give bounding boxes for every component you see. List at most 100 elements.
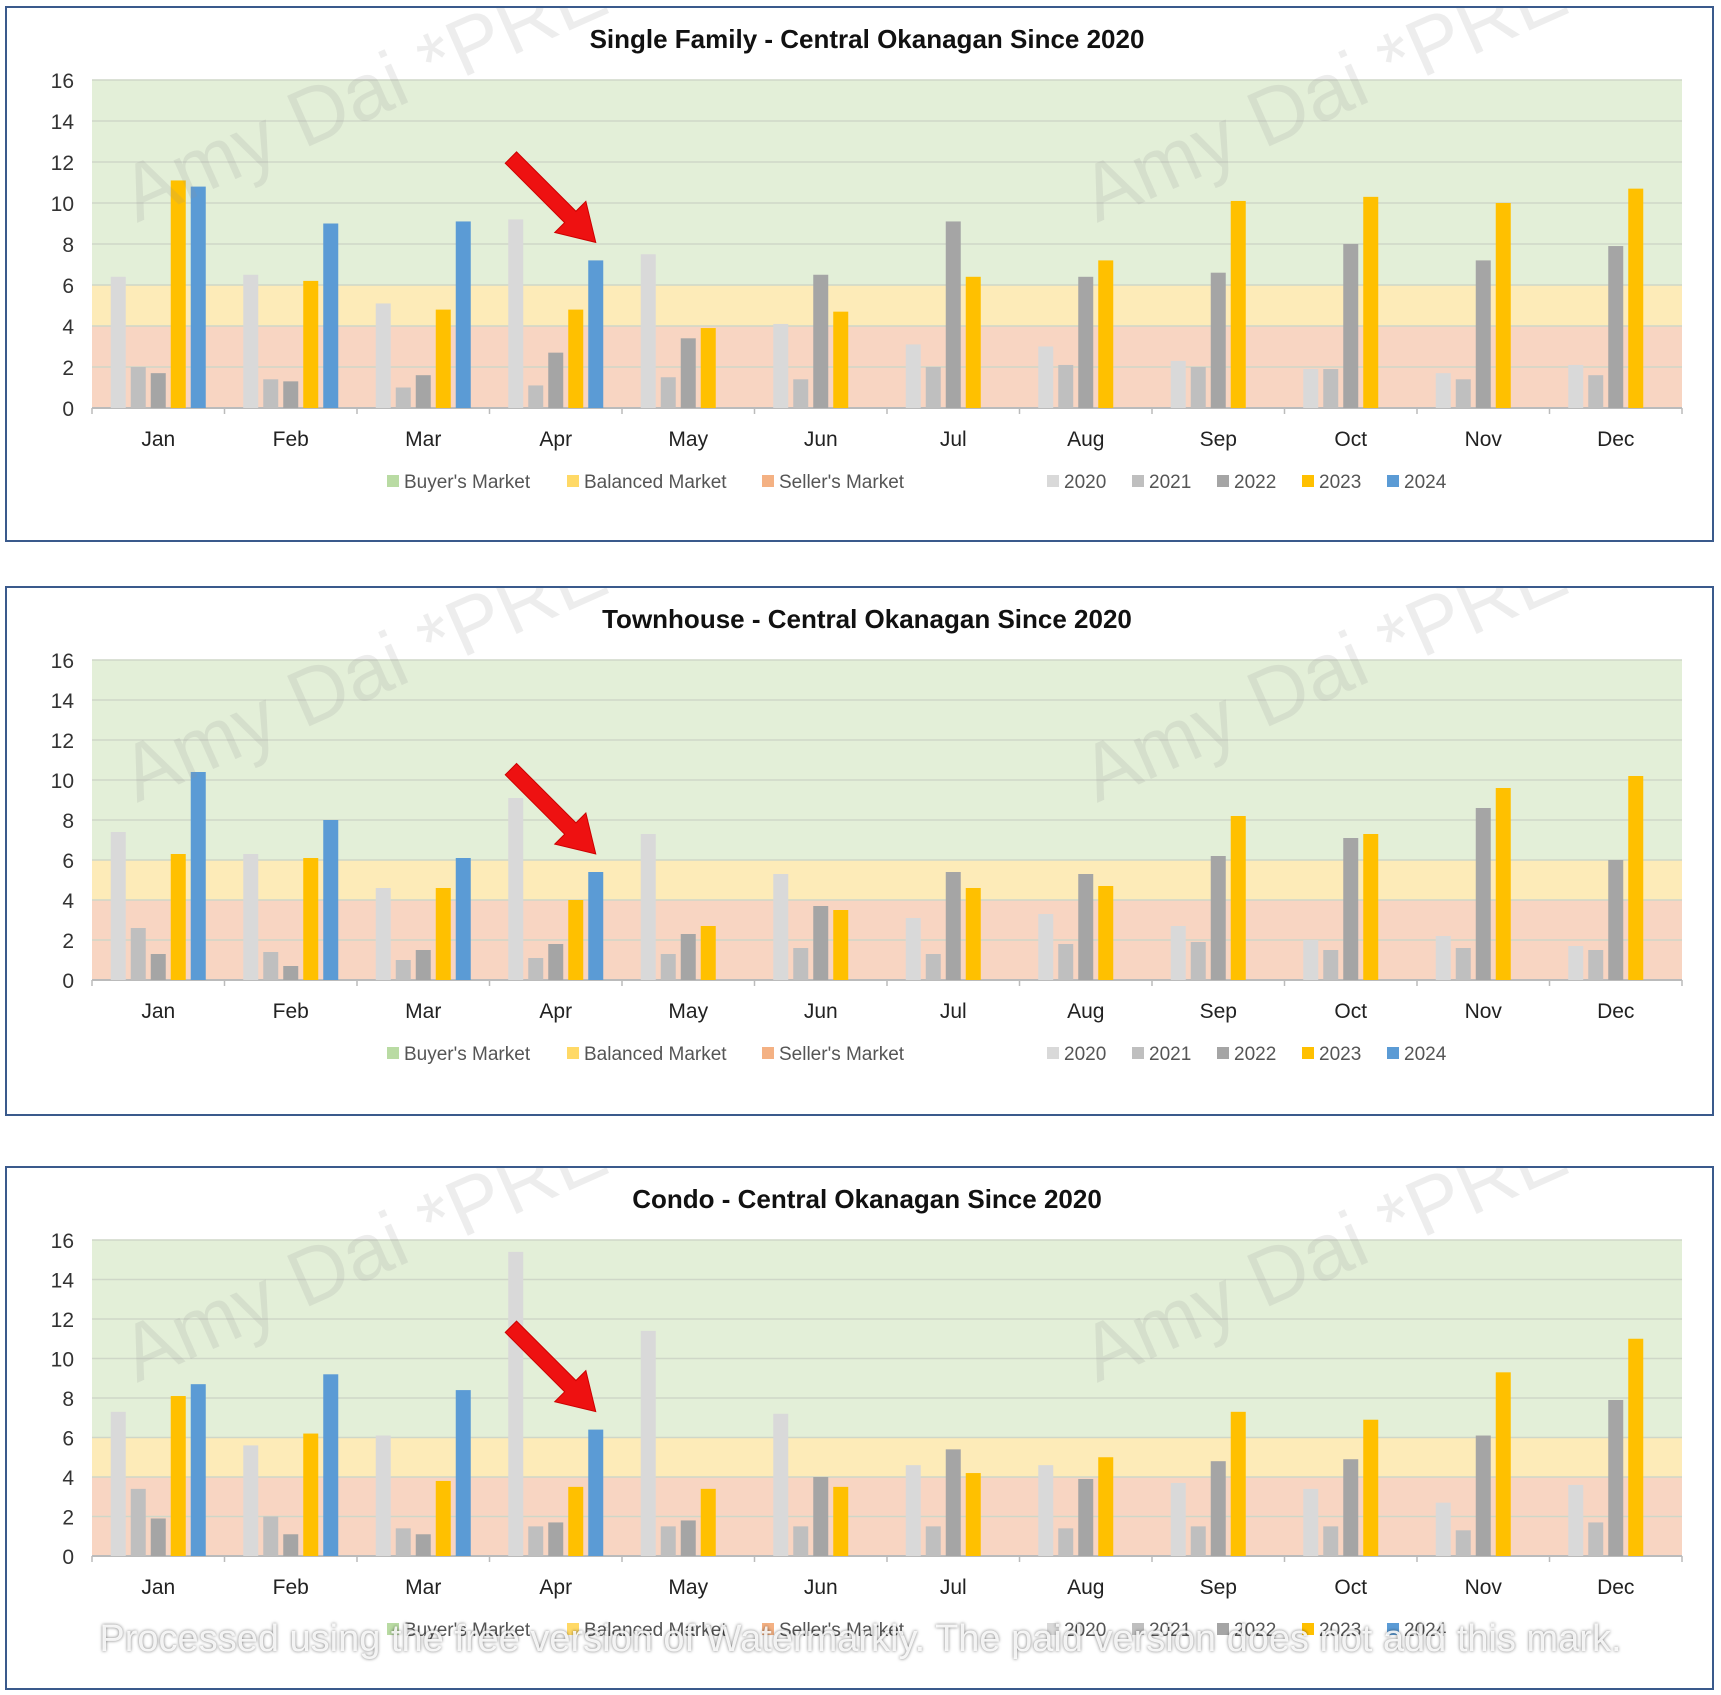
y-tick-label: 6	[62, 1428, 74, 1451]
bar-2020-jan	[110, 1411, 126, 1556]
legend-label: Seller's Market	[779, 1044, 905, 1065]
x-tick-label: Oct	[1334, 1000, 1367, 1023]
band-buyer-s-market	[92, 660, 1682, 860]
bar-2024-mar	[455, 221, 471, 408]
bar-2023-may	[700, 1488, 716, 1556]
bar-2021-jan	[130, 1488, 146, 1556]
y-tick-label: 8	[62, 810, 74, 833]
y-tick-label: 16	[51, 70, 74, 93]
bar-2022-may	[680, 338, 696, 408]
legend-item-2024: 2024	[1387, 472, 1447, 493]
bar-2022-nov	[1475, 260, 1491, 408]
legend-item-balanced-market: Balanced Market	[567, 472, 727, 493]
bar-2023-oct	[1363, 834, 1379, 980]
bar-2020-dec	[1568, 946, 1584, 980]
x-tick-label: Mar	[405, 1000, 441, 1023]
chart-title: Condo - Central Okanagan Since 2020	[632, 1184, 1102, 1214]
x-tick-label: Jul	[940, 1000, 967, 1023]
bar-2020-jun	[773, 1413, 789, 1556]
bar-2020-aug	[1038, 914, 1054, 980]
x-tick-label: Nov	[1465, 1576, 1503, 1599]
legend-swatch	[1132, 1047, 1144, 1059]
y-tick-label: 16	[51, 650, 74, 673]
x-tick-label: Mar	[405, 1576, 441, 1599]
bar-2022-aug	[1078, 276, 1094, 408]
bar-2020-apr	[508, 1251, 524, 1556]
bar-2021-jun	[793, 1526, 809, 1556]
y-tick-label: 2	[62, 357, 74, 380]
band-balanced-market	[92, 860, 1682, 900]
bar-2021-jun	[793, 948, 809, 980]
legend-label: 2023	[1319, 472, 1361, 493]
legend-item-2024: 2024	[1387, 1044, 1447, 1065]
bar-2020-nov	[1435, 936, 1451, 980]
bar-2021-jul	[925, 367, 941, 408]
x-tick-label: Oct	[1334, 428, 1367, 451]
bar-2022-apr	[548, 944, 564, 980]
legend-item-balanced-market: Balanced Market	[567, 1044, 727, 1065]
bar-2023-sep	[1230, 1411, 1246, 1556]
bar-2022-mar	[415, 950, 431, 980]
y-tick-label: 12	[51, 730, 74, 753]
bar-2022-sep	[1210, 856, 1226, 980]
legend-swatch	[387, 1047, 399, 1059]
series-2020	[110, 219, 1584, 408]
bar-2023-mar	[435, 1480, 451, 1556]
bar-2021-may	[660, 377, 676, 408]
bar-2023-jul	[965, 888, 981, 980]
series-2023	[170, 180, 1644, 408]
bar-2021-dec	[1588, 375, 1604, 408]
bar-2023-jun	[833, 910, 849, 980]
x-tick-label: Jun	[804, 1576, 838, 1599]
bar-2022-jul	[945, 221, 961, 408]
bar-2021-may	[660, 954, 676, 980]
legend-label: 2020	[1064, 472, 1106, 493]
bar-2022-feb	[283, 1534, 299, 1556]
bar-2021-nov	[1455, 948, 1471, 980]
legend-swatch	[1217, 1623, 1229, 1635]
bar-2023-aug	[1098, 260, 1114, 408]
legend-swatch	[1387, 1047, 1399, 1059]
legend-item-2020: 2020	[1047, 1044, 1106, 1065]
series-2021	[130, 928, 1604, 980]
bar-2021-oct	[1323, 1526, 1339, 1556]
bar-2021-jul	[925, 954, 941, 980]
series-2021	[130, 364, 1604, 408]
bar-2020-sep	[1170, 1482, 1186, 1556]
bar-2020-jan	[110, 832, 126, 980]
x-tick-label: Jul	[940, 428, 967, 451]
bar-2022-nov	[1475, 1435, 1491, 1556]
bar-2022-jan	[150, 373, 166, 408]
band-buyer-s-market	[92, 1240, 1682, 1438]
bar-2020-oct	[1303, 369, 1319, 408]
x-tick-label: Sep	[1200, 428, 1237, 451]
bar-2023-aug	[1098, 1457, 1114, 1556]
legend-swatch	[1047, 1623, 1059, 1635]
legend-item-2021: 2021	[1132, 1620, 1191, 1641]
legend-swatch	[567, 475, 579, 487]
bar-2020-mar	[375, 888, 391, 980]
legend-item-buyer-s-market: Buyer's Market	[387, 1620, 531, 1641]
bar-2021-mar	[395, 1528, 411, 1556]
legend-swatch	[567, 1623, 579, 1635]
legend-swatch	[1132, 1623, 1144, 1635]
bar-2021-aug	[1058, 364, 1074, 408]
bar-2021-sep	[1190, 367, 1206, 408]
red-arrow	[504, 762, 597, 855]
bar-2022-oct	[1343, 1459, 1359, 1556]
y-tick-label: 10	[51, 770, 74, 793]
legend-item-seller-s-market: Seller's Market	[762, 1620, 905, 1641]
bar-2021-may	[660, 1526, 676, 1556]
series-2022	[150, 1399, 1624, 1556]
x-tick-label: Apr	[539, 428, 572, 451]
legend-item-2022: 2022	[1217, 472, 1276, 493]
red-arrow	[504, 151, 597, 244]
bar-2020-jan	[110, 276, 126, 408]
bar-2022-oct	[1343, 244, 1359, 408]
y-tick-label: 16	[51, 1230, 74, 1253]
legend-label: Buyer's Market	[404, 1044, 531, 1065]
bar-2022-apr	[548, 1522, 564, 1556]
legend-label: 2021	[1149, 472, 1191, 493]
bar-2020-sep	[1170, 360, 1186, 408]
legend-label: 2024	[1404, 1044, 1447, 1065]
